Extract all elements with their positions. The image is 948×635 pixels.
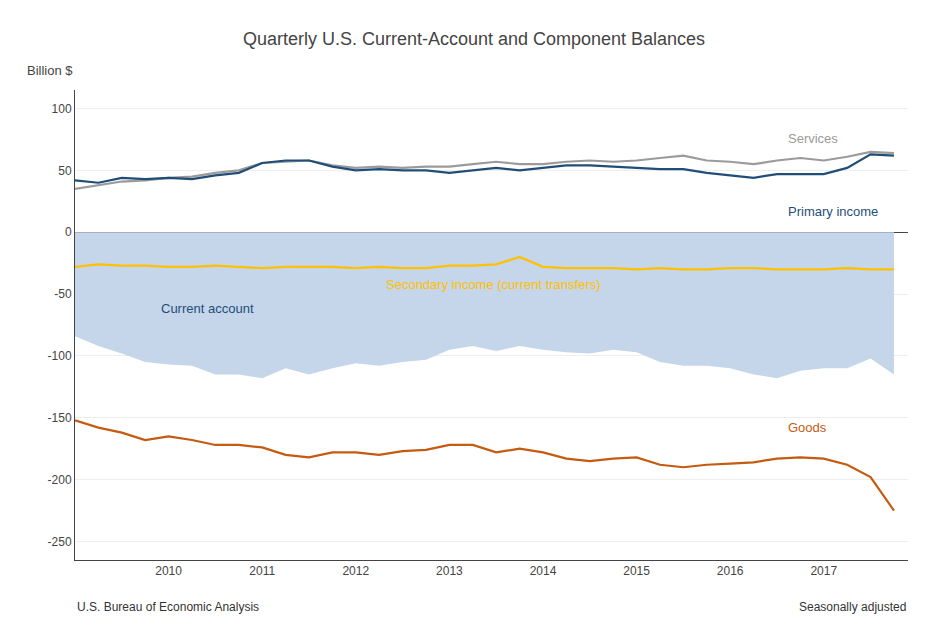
svg-text:-250: -250 xyxy=(48,535,72,549)
svg-text:-200: -200 xyxy=(48,473,72,487)
svg-text:Billion $: Billion $ xyxy=(27,63,73,78)
svg-text:Secondary income (current tran: Secondary income (current transfers) xyxy=(386,277,601,292)
svg-text:2010: 2010 xyxy=(155,564,182,578)
svg-text:2012: 2012 xyxy=(342,564,369,578)
svg-text:U.S. Bureau of Economic Analys: U.S. Bureau of Economic Analysis xyxy=(77,600,259,614)
svg-text:0: 0 xyxy=(65,225,72,239)
svg-text:2014: 2014 xyxy=(530,564,557,578)
svg-text:Primary income: Primary income xyxy=(788,204,878,219)
svg-text:2015: 2015 xyxy=(623,564,650,578)
svg-text:-150: -150 xyxy=(48,411,72,425)
svg-text:50: 50 xyxy=(58,164,72,178)
svg-text:Seasonally adjusted: Seasonally adjusted xyxy=(799,600,906,614)
svg-text:2013: 2013 xyxy=(436,564,463,578)
svg-text:Quarterly U.S. Current-Account: Quarterly U.S. Current-Account and Compo… xyxy=(243,29,705,49)
svg-text:Current account: Current account xyxy=(161,301,254,316)
svg-text:2017: 2017 xyxy=(810,564,837,578)
svg-text:-50: -50 xyxy=(54,287,72,301)
svg-text:-100: -100 xyxy=(48,349,72,363)
svg-text:2011: 2011 xyxy=(249,564,275,578)
svg-text:2016: 2016 xyxy=(717,564,744,578)
svg-text:Goods: Goods xyxy=(788,420,827,435)
svg-text:Services: Services xyxy=(788,131,838,146)
svg-text:100: 100 xyxy=(52,102,72,116)
